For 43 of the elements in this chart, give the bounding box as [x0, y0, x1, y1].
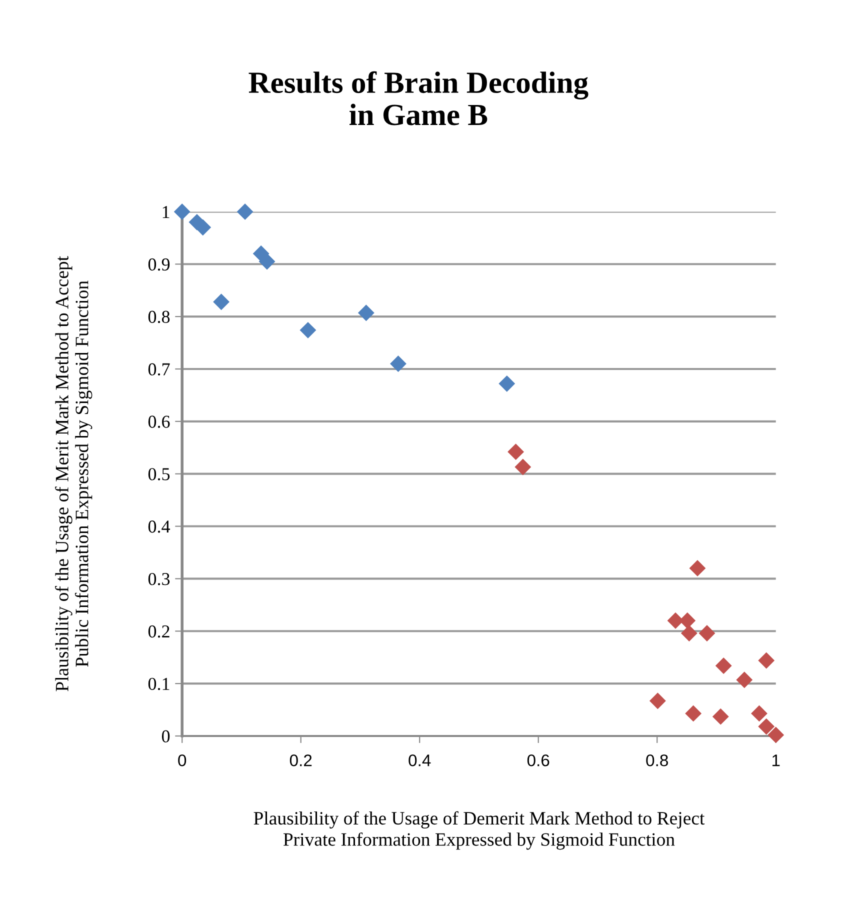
chart-title: Results of Brain Decoding in Game B: [248, 71, 588, 126]
point: [508, 444, 524, 460]
x-tick-label: 0.4: [408, 754, 431, 766]
point: [174, 203, 190, 220]
point: [679, 612, 696, 629]
y-tick-label: 0: [162, 730, 170, 742]
point: [758, 718, 775, 735]
x-tick-label: 0.2: [290, 754, 312, 766]
point: [213, 294, 230, 310]
point: [736, 672, 753, 688]
y-tick-label: 0.2: [148, 625, 170, 638]
y-tick-label: 0.6: [148, 416, 170, 428]
x-tick-label: 0: [178, 754, 186, 766]
y-tick-label: 1: [162, 206, 170, 218]
point: [236, 203, 254, 220]
point: [258, 253, 276, 270]
point: [514, 458, 532, 476]
y-tick-label: 0.8: [148, 310, 170, 324]
point: [685, 705, 702, 722]
y-tick-label: 0.5: [148, 468, 170, 480]
point: [712, 708, 729, 725]
point: [689, 560, 706, 576]
y-axis-title: Plausibility of the Usage of Merit Mark Method to Accept Public Information Expressed by Sigmoid Function: [55, 256, 92, 692]
point: [715, 658, 732, 674]
point: [680, 625, 698, 642]
x-tick-label: 0.8: [646, 754, 668, 766]
point: [649, 692, 666, 710]
y-tick-label: 0.7: [148, 363, 170, 376]
point: [698, 625, 716, 642]
point: [751, 705, 768, 722]
point: [358, 304, 374, 322]
point: [768, 726, 784, 744]
x-tick-label: 0.6: [527, 754, 550, 766]
point: [390, 356, 406, 372]
y-tick-label: 0.9: [148, 258, 170, 271]
point: [300, 322, 316, 338]
x-axis-title: Plausibility of the Usage of Demerit Mark Method to Reject Private Information Expressed by Sigmoid Function: [254, 811, 705, 850]
point: [758, 652, 775, 669]
point: [498, 375, 516, 392]
y-tick-label: 0.3: [148, 572, 170, 586]
x-tick-label: 1: [772, 754, 780, 766]
y-tick-label: 0.1: [148, 678, 170, 690]
y-tick-label: 0.4: [148, 520, 170, 533]
